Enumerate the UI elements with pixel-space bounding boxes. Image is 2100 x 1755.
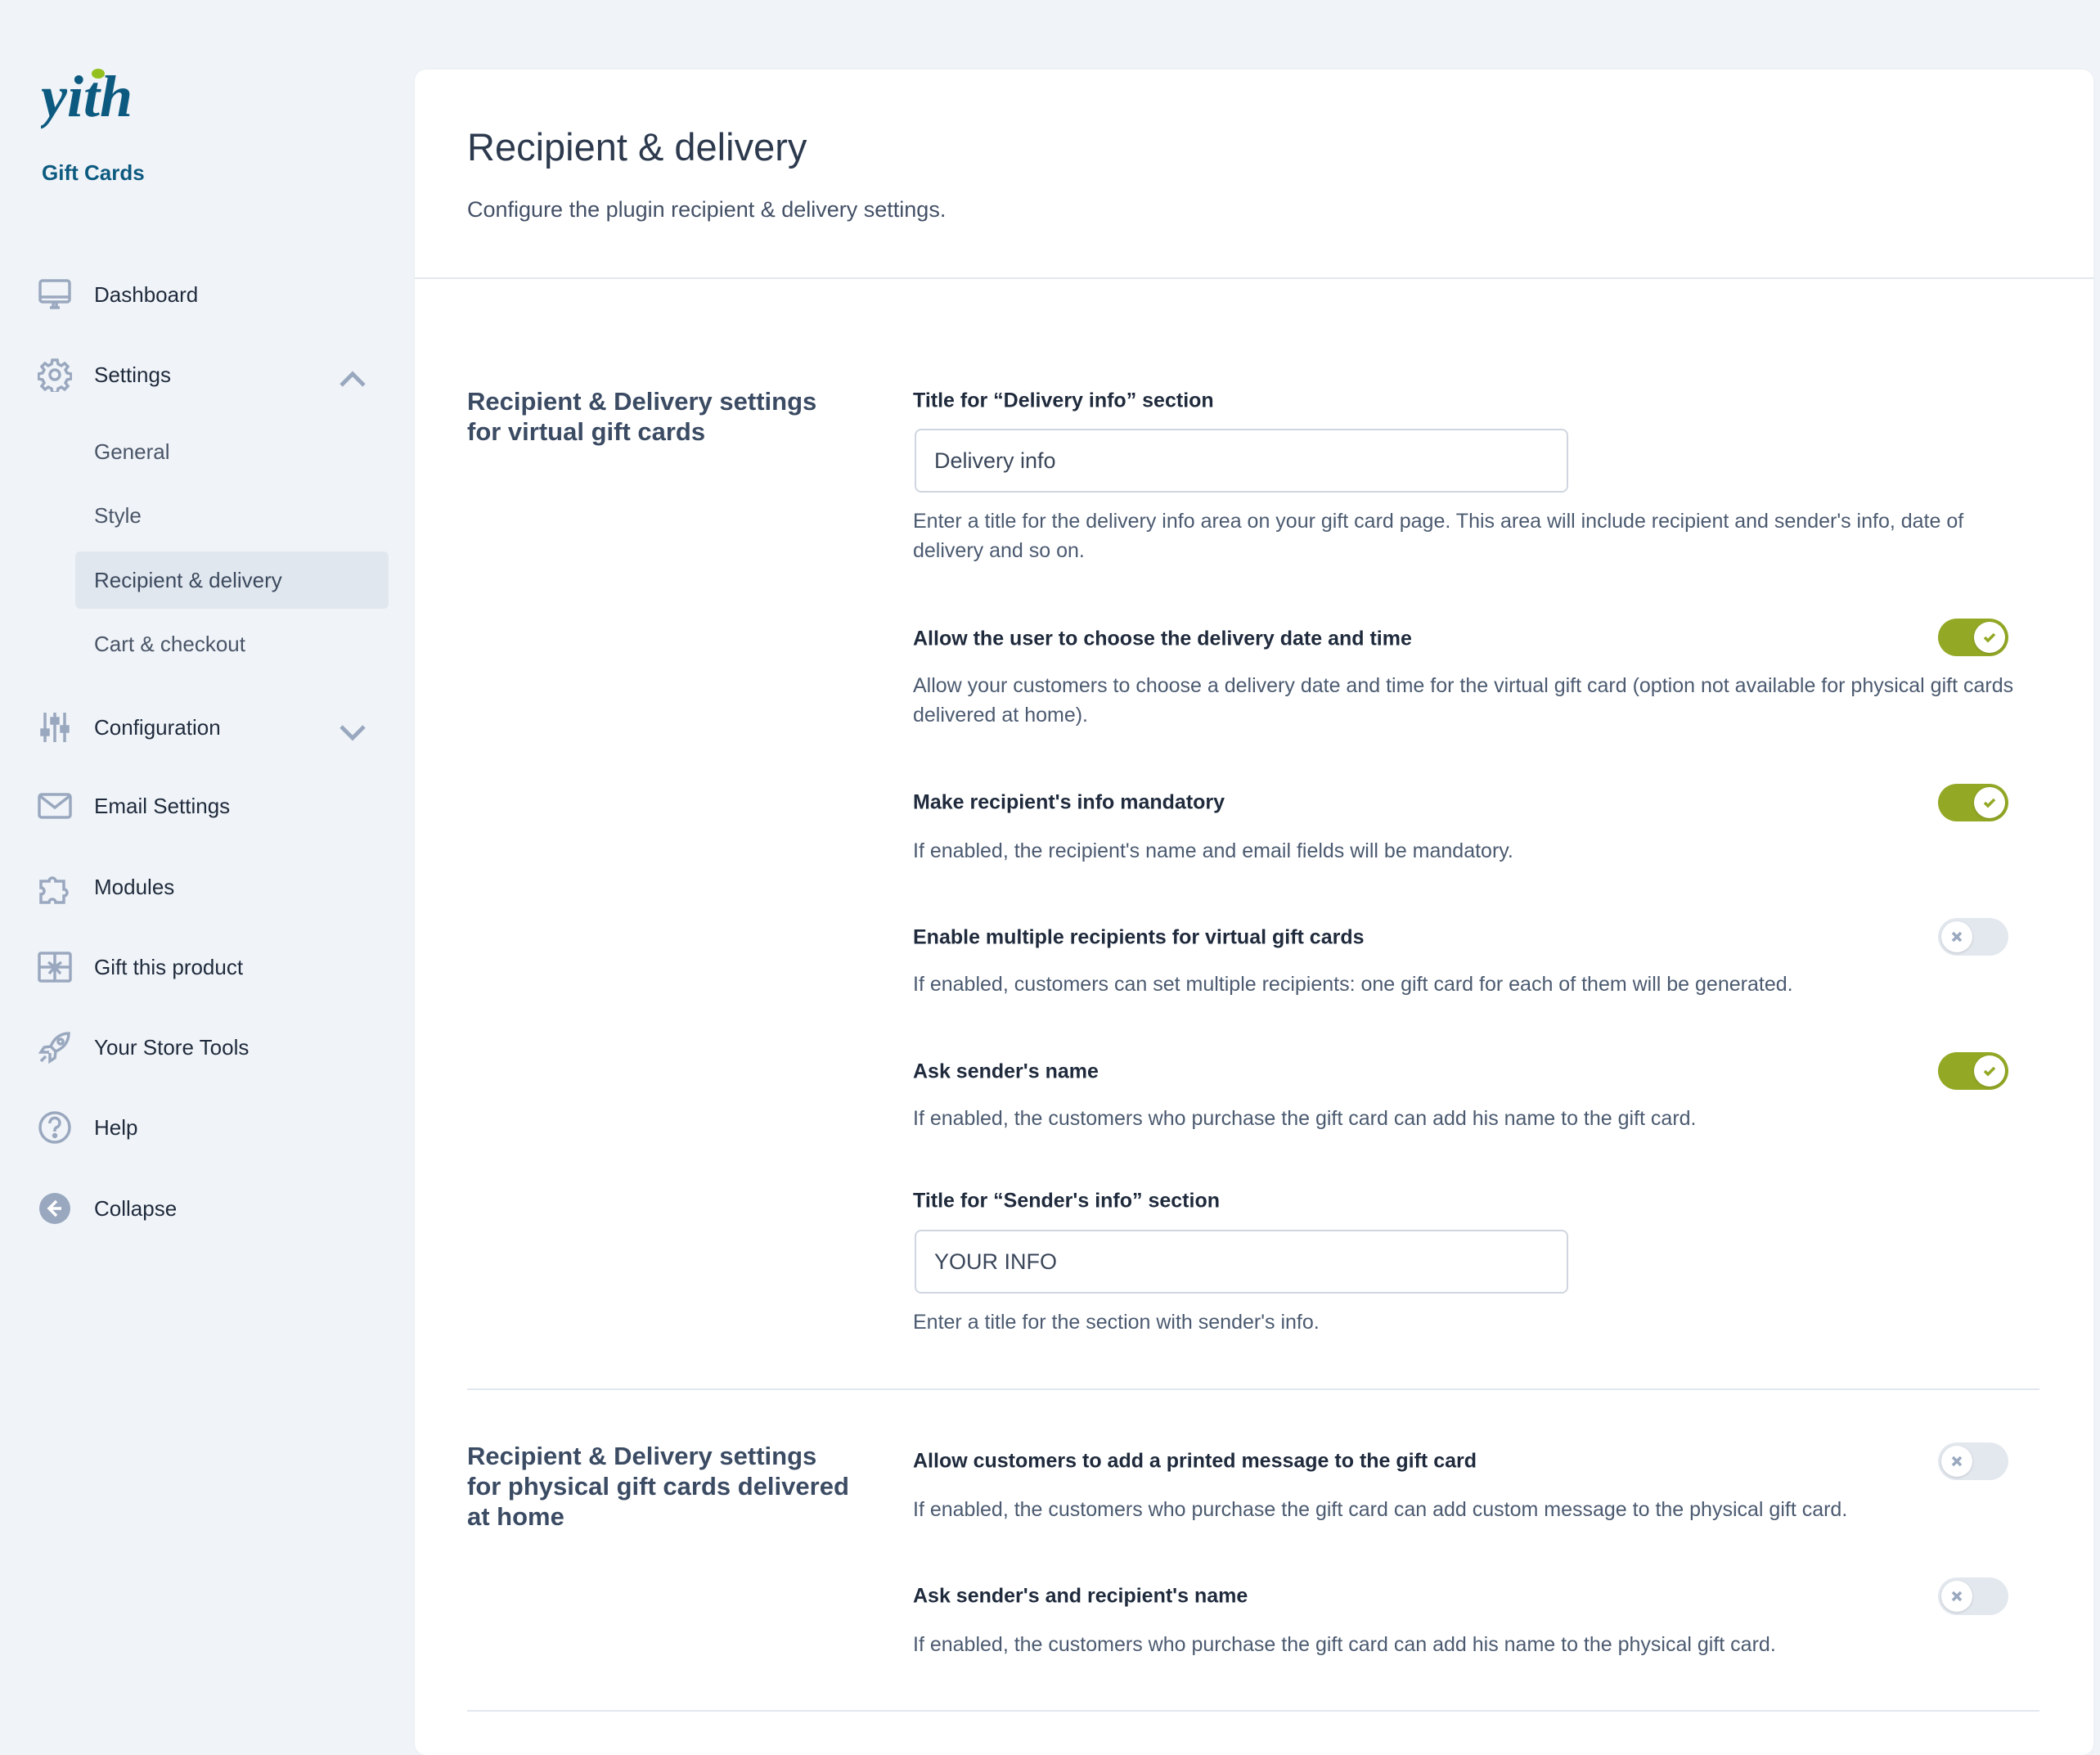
x-icon xyxy=(1951,1456,1963,1467)
sidebar-item-label: Your Store Tools xyxy=(94,1034,250,1060)
recipient-mandatory-toggle[interactable] xyxy=(1938,784,2008,821)
printed-message-toggle[interactable] xyxy=(1938,1442,2008,1480)
delivery-info-title-input[interactable] xyxy=(915,429,1568,493)
svg-text:yith: yith xyxy=(41,65,133,129)
field-help: If enabled, customers can set multiple r… xyxy=(913,973,1793,996)
sidebar-item-gift-this-product[interactable]: Gift this product xyxy=(38,947,381,988)
page-subtitle: Configure the plugin recipient & deliver… xyxy=(467,197,947,222)
gift-icon xyxy=(38,952,72,983)
sidebar-item-label: Dashboard xyxy=(94,281,199,307)
rocket-icon xyxy=(38,1032,70,1064)
field-help: Allow your customers to choose a deliver… xyxy=(913,674,2014,727)
field-label-printed-message: Allow customers to add a printed message… xyxy=(913,1449,1477,1473)
sidebar-subitem-style[interactable]: Style xyxy=(94,502,142,528)
envelope-icon xyxy=(38,793,72,819)
field-label-sender-info-title: Title for “Sender's info” section xyxy=(913,1189,1220,1213)
x-icon xyxy=(1951,1591,1963,1602)
sidebar-item-label: Help xyxy=(94,1114,138,1140)
product-name: Gift Cards xyxy=(42,160,145,185)
field-help: If enabled, the customers who purchase t… xyxy=(913,1498,1848,1521)
sidebar-item-configuration[interactable]: Configuration xyxy=(38,707,381,748)
sidebar-item-dashboard[interactable]: Dashboard xyxy=(38,274,381,315)
sidebar-subitem-general[interactable]: General xyxy=(94,439,170,464)
check-icon xyxy=(1983,632,1996,643)
sidebar-item-label: Gift this product xyxy=(94,954,244,979)
sender-info-title-input[interactable] xyxy=(915,1230,1568,1294)
chevron-up-icon[interactable] xyxy=(335,362,370,397)
field-label-ask-sender-name: Ask sender's name xyxy=(913,1060,1099,1083)
sidebar-item-collapse[interactable]: Collapse xyxy=(38,1188,381,1229)
field-label-sender-recipient-name: Ask sender's and recipient's name xyxy=(913,1584,1248,1608)
field-help: If enabled, the customers who purchase t… xyxy=(913,1633,1776,1656)
ask-sender-name-toggle[interactable] xyxy=(1938,1052,2008,1090)
field-help: Enter a title for the delivery info area… xyxy=(913,510,1964,562)
check-icon xyxy=(1983,798,1996,808)
header-divider xyxy=(415,277,2093,279)
sidebar-subitem-cart-checkout[interactable]: Cart & checkout xyxy=(94,631,245,656)
sidebar-item-label: Configuration xyxy=(94,714,221,740)
sidebar-item-help[interactable]: Help xyxy=(38,1107,381,1148)
sidebar-item-settings[interactable]: Settings xyxy=(38,354,381,395)
gear-icon xyxy=(38,358,72,392)
page-title: Recipient & delivery xyxy=(467,125,807,169)
x-icon xyxy=(1951,931,1963,943)
section-title-virtual: Recipient & Delivery settings for virtua… xyxy=(467,387,817,446)
field-help: Enter a title for the section with sende… xyxy=(913,1311,1320,1334)
sidebar-item-your-store-tools[interactable]: Your Store Tools xyxy=(38,1027,381,1068)
puzzle-icon xyxy=(39,876,69,904)
yith-logo: yith xyxy=(41,65,133,129)
monitor-icon xyxy=(38,279,71,309)
settings-panel xyxy=(415,70,2093,1755)
field-help: If enabled, the customers who purchase t… xyxy=(913,1107,1697,1130)
sidebar-item-label: Collapse xyxy=(94,1195,178,1221)
sidebar-item-label: Email Settings xyxy=(94,793,231,818)
sliders-icon xyxy=(40,713,70,742)
sidebar-item-email-settings[interactable]: Email Settings xyxy=(38,785,381,826)
section-title-physical: Recipient & Delivery settings for physic… xyxy=(467,1442,849,1531)
field-label-delivery-date: Allow the user to choose the delivery da… xyxy=(913,627,1412,650)
help-icon xyxy=(38,1111,71,1144)
sidebar-item-modules[interactable]: Modules xyxy=(38,866,381,907)
sender-recipient-name-toggle[interactable] xyxy=(1938,1577,2008,1615)
sidebar-item-label: Settings xyxy=(94,362,171,387)
field-help: If enabled, the recipient's name and ema… xyxy=(913,839,1513,862)
field-label-recipient-mandatory: Make recipient's info mandatory xyxy=(913,790,1225,814)
field-label-delivery-info-title: Title for “Delivery info” section xyxy=(913,389,1214,412)
section-divider xyxy=(467,1388,2039,1390)
section-divider xyxy=(467,1710,2039,1712)
collapse-icon xyxy=(39,1193,70,1224)
sidebar-item-label: Modules xyxy=(94,874,175,899)
chevron-down-icon[interactable] xyxy=(335,715,370,749)
delivery-date-toggle[interactable] xyxy=(1938,619,2008,656)
field-label-multiple-recipients: Enable multiple recipients for virtual g… xyxy=(913,925,1365,949)
sidebar-subitem-recipient-delivery[interactable]: Recipient & delivery xyxy=(75,551,389,609)
check-icon xyxy=(1983,1066,1996,1077)
multiple-recipients-toggle[interactable] xyxy=(1938,918,2008,956)
